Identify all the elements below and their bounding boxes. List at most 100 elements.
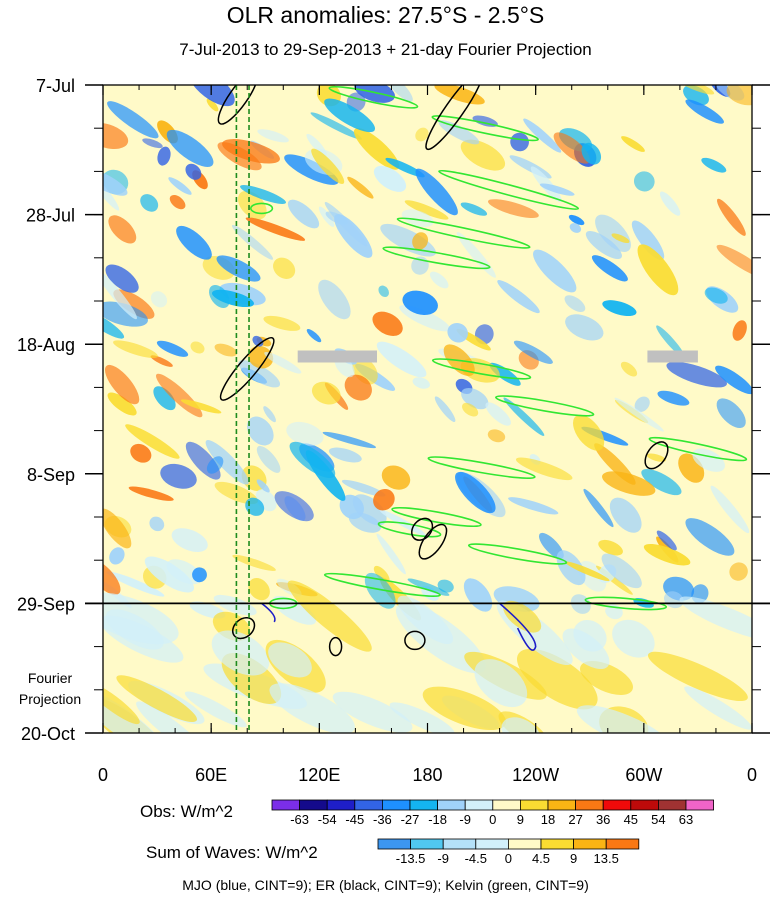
anomaly-patch <box>324 98 376 133</box>
anomaly-patch <box>334 214 373 258</box>
projection-patch <box>517 648 598 710</box>
anomaly-patch <box>685 99 724 124</box>
kelvin-contour <box>584 596 668 611</box>
colorbar-swatch <box>685 799 715 811</box>
colorbar-swatch <box>630 799 659 811</box>
wave-contours <box>217 85 748 733</box>
anomaly-patch <box>130 443 152 463</box>
anomaly-patch <box>257 129 289 143</box>
er-contour <box>644 441 669 470</box>
colorbar-swatch <box>540 838 574 850</box>
anomaly-patch <box>508 497 559 515</box>
anomaly-patch <box>657 390 690 406</box>
anomaly-patch <box>231 224 274 260</box>
kelvin-contour <box>377 521 442 538</box>
missing-data-bar <box>297 350 377 363</box>
projection-patch <box>580 661 633 695</box>
anomaly-patch <box>373 565 390 583</box>
projection-patch <box>647 651 748 702</box>
colorbar-swatch <box>602 799 632 811</box>
anomaly-patch <box>404 200 449 220</box>
anomaly-patch <box>581 142 602 165</box>
er-contour <box>425 85 484 151</box>
anomaly-patch <box>378 285 389 298</box>
anomaly-patch <box>407 578 450 596</box>
anomaly-patch <box>169 194 186 210</box>
anomaly-patch <box>113 340 158 359</box>
anomaly-patch <box>633 171 655 192</box>
anomaly-patch <box>583 488 614 528</box>
anomaly-patch <box>168 177 192 195</box>
colorbar-level-label: 13.5 <box>594 851 619 866</box>
anomaly-patch <box>144 556 195 593</box>
anomaly-patch <box>372 311 403 336</box>
anomaly-patch <box>641 469 682 496</box>
anomaly-patch <box>155 373 203 418</box>
colorbar-level-label: -4.5 <box>465 851 487 866</box>
projection-patch <box>184 691 247 728</box>
missing-data-bar <box>647 350 698 363</box>
anomaly-patch <box>402 290 438 315</box>
anomaly-patch <box>376 341 427 378</box>
anomaly-patch <box>434 396 456 423</box>
anomaly-patch <box>376 533 406 575</box>
colorbar-level-label: 0 <box>489 812 496 827</box>
colorbar-level-label: -63 <box>290 812 309 827</box>
x-tick-label: 120E <box>298 765 340 785</box>
colorbar-swatch <box>299 799 328 811</box>
colorbar-level-label: 4.5 <box>532 851 550 866</box>
anomaly-patch <box>591 255 628 282</box>
er-contour <box>219 336 275 401</box>
anomaly-patch <box>460 202 488 216</box>
anomaly-patch <box>105 264 139 293</box>
anomaly-patch <box>212 289 254 308</box>
anomaly-patch <box>232 554 276 571</box>
kelvin-contour <box>648 436 748 462</box>
projection-patch <box>332 691 413 733</box>
anomaly-patch <box>239 185 287 204</box>
anomaly-patch <box>160 463 197 489</box>
kelvin-contour <box>328 85 419 109</box>
colorbar-level-label: 9 <box>570 851 577 866</box>
colorbar-level-label: 63 <box>679 812 693 827</box>
anomaly-patch <box>311 148 345 185</box>
colorbar-swatch <box>377 838 411 850</box>
kelvin-contour <box>431 358 532 380</box>
anomaly-patch <box>344 374 372 401</box>
anomaly-patch <box>216 255 261 282</box>
anomaly-patch <box>107 101 159 139</box>
anomaly-patch <box>415 127 429 142</box>
anomaly-patch <box>533 249 577 293</box>
kelvin-contour <box>495 395 595 417</box>
projection-patch <box>211 630 270 676</box>
kelvin-contour <box>250 202 274 215</box>
anomaly-patch <box>142 138 163 149</box>
y-axis: 7-Jul 28-Jul 18-Aug 8-Sep 29-Sep 20-Oct <box>17 76 770 744</box>
anomaly-patch <box>289 441 336 479</box>
anomaly-patch <box>373 165 407 192</box>
anomaly-patch <box>153 386 176 411</box>
anomaly-patch <box>631 220 665 261</box>
anomaly-patch <box>364 572 396 609</box>
anomaly-patch <box>569 223 582 233</box>
er-contour <box>418 523 448 560</box>
anomaly-patch <box>602 471 656 496</box>
colorbar-swatch <box>507 838 542 850</box>
mjo-contour <box>499 602 537 651</box>
anomaly-patch <box>310 112 363 140</box>
er-contour <box>217 85 259 125</box>
colorbar-swatch <box>409 799 439 811</box>
colorbar-level-label: 45 <box>624 812 638 827</box>
projection-patch <box>679 596 752 641</box>
colorbar-swatch <box>326 799 356 811</box>
colorbar-swatch <box>520 799 549 811</box>
overlay-legend-note: MJO (blue, CINT=9); ER (black, CINT=9); … <box>182 877 589 893</box>
x-tick-label: 120W <box>512 765 559 785</box>
anomaly-patch <box>497 280 540 314</box>
anomaly-patch <box>263 315 301 331</box>
anomaly-patch <box>538 532 564 559</box>
er-contour <box>404 630 426 651</box>
anomaly-patch <box>180 399 222 414</box>
projection-patch <box>103 681 140 725</box>
